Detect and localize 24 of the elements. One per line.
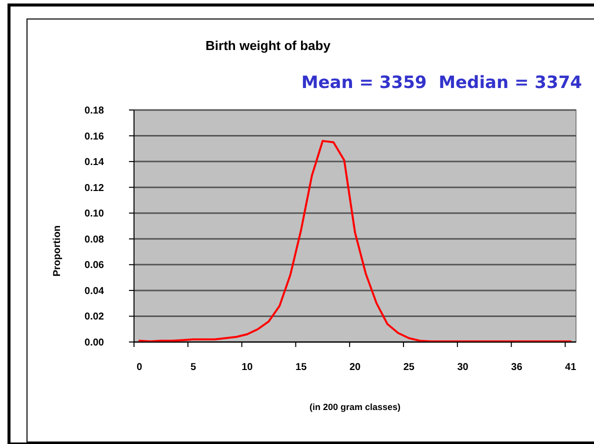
- y-tick-label: 0.08: [84, 234, 104, 246]
- y-tick-label: 0.14: [84, 157, 104, 168]
- y-tick-label: 0.06: [84, 260, 104, 272]
- x-tick-label: 36: [511, 362, 523, 373]
- y-tick-label: 0.00: [84, 338, 104, 348]
- x-tick-label: 0: [136, 362, 143, 373]
- x-tick-label: 30: [457, 362, 469, 373]
- y-axis-title: Proportion: [52, 225, 63, 277]
- y-tick-label: 0.02: [84, 312, 104, 323]
- x-tick-label: 20: [349, 362, 361, 373]
- y-tick-label: 0.16: [84, 131, 104, 142]
- y-tick-label: 0.10: [84, 208, 104, 220]
- x-tick-label: 15: [296, 362, 308, 373]
- y-tick-label: 0.18: [84, 106, 104, 116]
- line-series: [138, 140, 572, 342]
- x-tick-label: 10: [242, 362, 254, 373]
- x-tick-label: 25: [403, 362, 415, 373]
- y-tick-label: 0.04: [84, 286, 104, 297]
- x-axis-title: (in 200 gram classes): [309, 402, 401, 412]
- text: Mean = 3359 Median = 3374: [301, 73, 582, 93]
- x-tick-label: 5: [190, 362, 197, 373]
- x-tick-label: 41: [565, 362, 577, 373]
- y-tick-label: 0.12: [84, 182, 104, 194]
- chart-title: Birth weight of baby: [206, 38, 332, 53]
